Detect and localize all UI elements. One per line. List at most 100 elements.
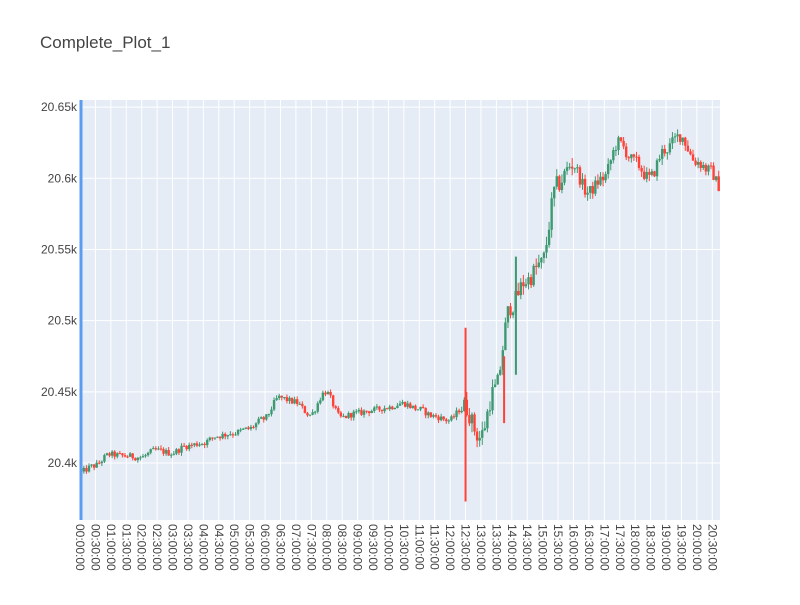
candle-body[interactable] <box>95 462 98 468</box>
candle-body[interactable] <box>442 416 445 420</box>
candle-body[interactable] <box>180 445 183 453</box>
candle-body[interactable] <box>499 369 502 375</box>
candle-body[interactable] <box>439 416 443 421</box>
candle-body[interactable] <box>195 443 199 446</box>
candle-body[interactable] <box>331 395 335 407</box>
candle-body[interactable] <box>681 137 684 142</box>
candle-body[interactable] <box>419 406 422 410</box>
candle-body[interactable] <box>676 134 679 137</box>
candle-body[interactable] <box>673 136 677 138</box>
candle-body[interactable] <box>152 448 155 450</box>
candle-body[interactable] <box>128 453 132 457</box>
candle-body[interactable] <box>126 456 129 458</box>
candle-body[interactable] <box>401 401 404 404</box>
candle-body[interactable] <box>144 455 147 457</box>
candle-body[interactable] <box>658 158 661 161</box>
candle-body[interactable] <box>637 156 641 168</box>
candle-body[interactable] <box>344 415 348 418</box>
candle-body[interactable] <box>252 426 255 428</box>
candle-body[interactable] <box>434 415 438 417</box>
candle-body[interactable] <box>275 398 278 400</box>
candle-body[interactable] <box>324 392 327 395</box>
candle-body[interactable] <box>190 444 194 446</box>
candle-body[interactable] <box>262 417 265 420</box>
candle-body[interactable] <box>488 410 492 412</box>
candle-body[interactable] <box>203 443 206 446</box>
candle-body[interactable] <box>599 176 602 185</box>
candle-body[interactable] <box>717 176 720 192</box>
candle-body[interactable] <box>200 443 204 445</box>
candle-body[interactable] <box>550 198 553 230</box>
candle-body[interactable] <box>329 391 332 396</box>
candle-body[interactable] <box>283 397 286 399</box>
candle-body[interactable] <box>571 166 574 169</box>
candle-body[interactable] <box>172 453 176 455</box>
candle-body[interactable] <box>411 405 415 408</box>
candle-body[interactable] <box>511 312 515 316</box>
candle-body[interactable] <box>529 277 533 286</box>
candle-body[interactable] <box>553 186 556 199</box>
candle-body[interactable] <box>527 277 530 285</box>
candle-body[interactable] <box>98 462 101 464</box>
candle-body[interactable] <box>609 160 612 165</box>
candle-body[interactable] <box>108 453 111 456</box>
candle-body[interactable] <box>632 154 636 157</box>
candle-body[interactable] <box>481 430 484 438</box>
candle-body[interactable] <box>206 439 209 446</box>
candle-body[interactable] <box>522 282 525 287</box>
candle-body[interactable] <box>581 178 584 185</box>
candle-body[interactable] <box>208 437 211 440</box>
candle-body[interactable] <box>334 406 337 409</box>
candle-body[interactable] <box>578 167 582 185</box>
candle-body[interactable] <box>537 262 540 267</box>
candle-body[interactable] <box>573 168 576 170</box>
candle-body[interactable] <box>236 430 240 435</box>
candle-body[interactable] <box>347 413 350 418</box>
candle-body[interactable] <box>267 414 271 416</box>
candle-body[interactable] <box>686 145 690 152</box>
candle-body[interactable] <box>342 415 345 417</box>
candle-body[interactable] <box>211 437 214 439</box>
candle-body[interactable] <box>285 397 289 402</box>
candle-body[interactable] <box>604 174 607 181</box>
candle-body[interactable] <box>645 172 648 179</box>
candle-body[interactable] <box>288 397 291 402</box>
candle-body[interactable] <box>260 417 263 419</box>
candle-body[interactable] <box>254 423 258 428</box>
candle-body[interactable] <box>668 143 672 153</box>
candle-body[interactable] <box>280 395 283 398</box>
candle-body[interactable] <box>696 161 700 165</box>
candle-body[interactable] <box>714 176 718 180</box>
candle-body[interactable] <box>506 306 510 323</box>
candle-body[interactable] <box>170 454 173 456</box>
candle-body[interactable] <box>118 453 122 455</box>
candle-body[interactable] <box>473 414 476 432</box>
candle-body[interactable] <box>589 186 592 193</box>
candle-body[interactable] <box>542 252 546 258</box>
candle-body[interactable] <box>594 180 597 194</box>
candle-body[interactable] <box>619 137 623 141</box>
candle-body[interactable] <box>298 403 301 405</box>
candle-body[interactable] <box>365 410 368 412</box>
candle-body[interactable] <box>380 409 384 412</box>
candle-body[interactable] <box>362 410 366 415</box>
candle-body[interactable] <box>421 406 425 408</box>
candle-body[interactable] <box>653 171 656 177</box>
candle-body[interactable] <box>164 450 168 454</box>
candle-body[interactable] <box>242 428 245 430</box>
candle-body[interactable] <box>655 160 659 177</box>
candle-body[interactable] <box>213 437 217 439</box>
candle-body[interactable] <box>321 392 325 401</box>
candle-body[interactable] <box>218 436 222 439</box>
candle-body[interactable] <box>293 399 296 404</box>
candle-body[interactable] <box>666 152 669 154</box>
candle-body[interactable] <box>517 290 520 296</box>
candle-body[interactable] <box>349 413 353 418</box>
candle-body[interactable] <box>87 465 91 472</box>
candle-body[interactable] <box>452 416 456 418</box>
candle-body[interactable] <box>504 322 507 351</box>
candle-body[interactable] <box>370 410 373 414</box>
candle-body[interactable] <box>182 445 186 447</box>
candle-body[interactable] <box>663 148 666 154</box>
